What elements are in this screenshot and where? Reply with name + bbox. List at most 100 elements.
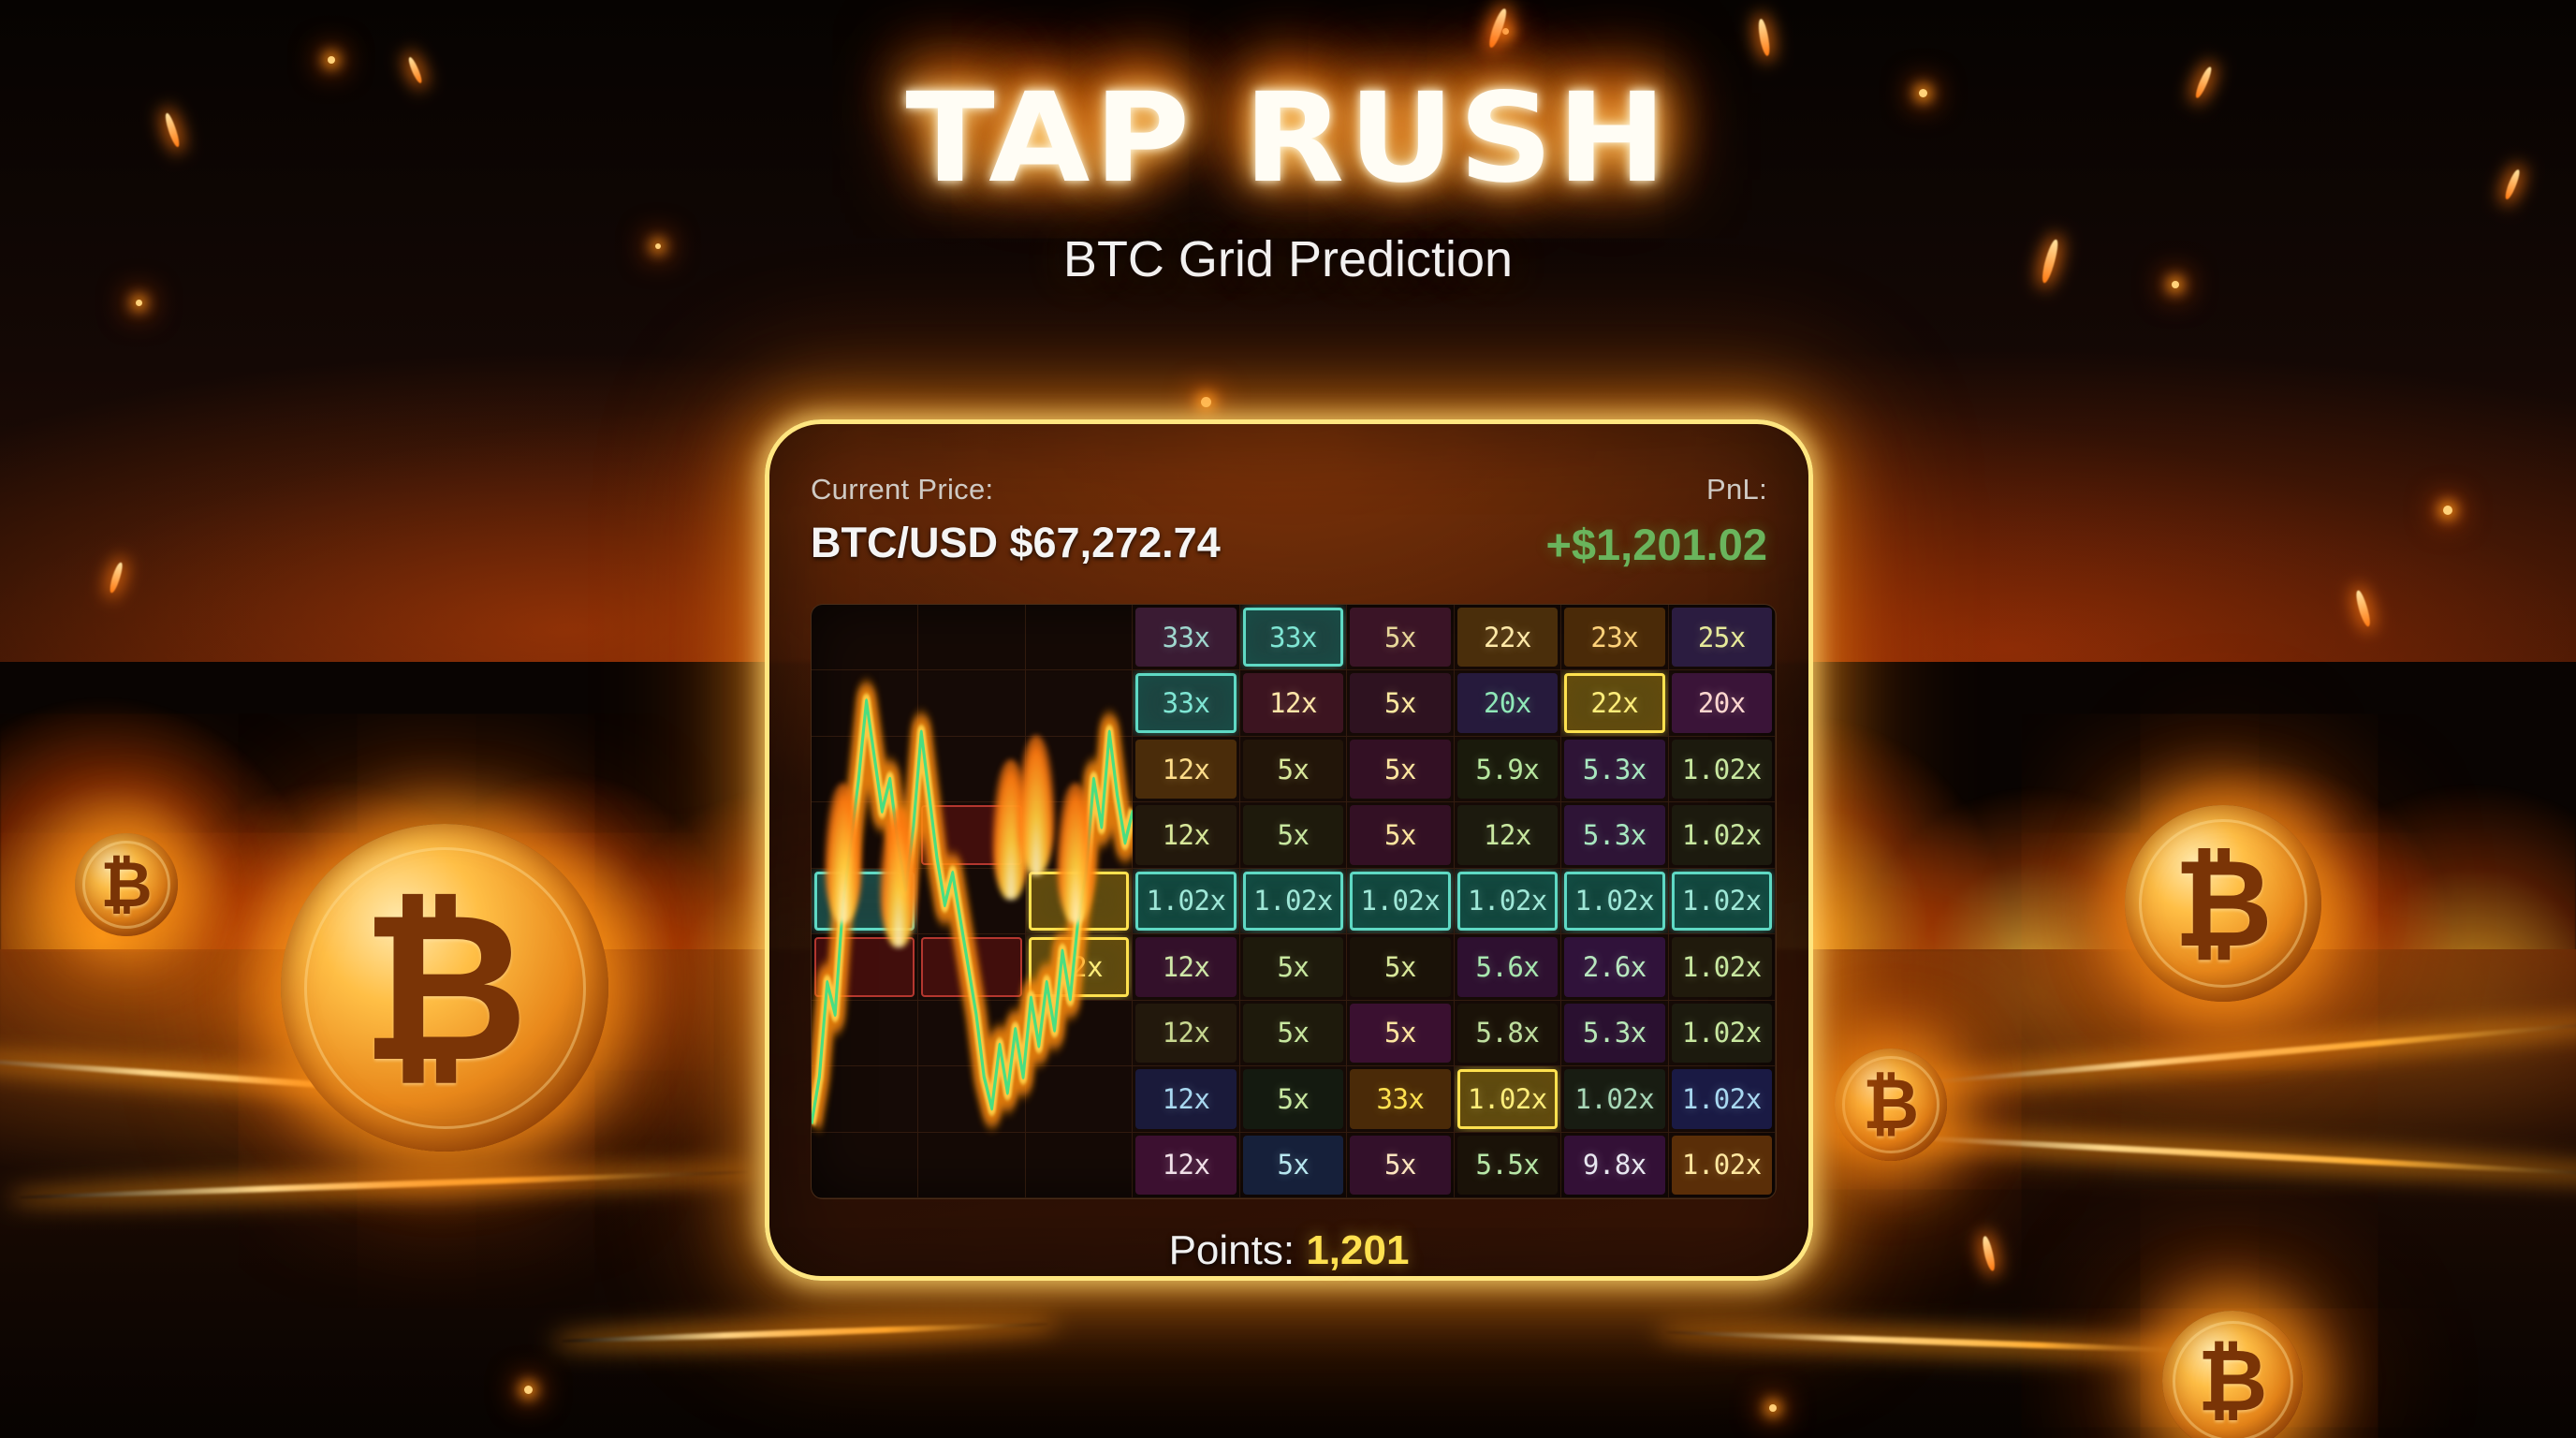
grid-cell[interactable]: 12x bbox=[1025, 934, 1134, 1001]
grid-cell[interactable] bbox=[918, 1132, 1026, 1198]
grid-cell[interactable]: 5x bbox=[1347, 1132, 1455, 1198]
grid-cell[interactable] bbox=[1025, 605, 1134, 671]
grid-cell[interactable]: 1.02x bbox=[1668, 1132, 1776, 1198]
grid-cell-fill bbox=[1029, 1004, 1129, 1063]
grid-cell[interactable]: 23x bbox=[1561, 605, 1669, 671]
grid-cell[interactable]: 25x bbox=[1668, 605, 1776, 671]
grid-cell[interactable]: 12x bbox=[1133, 1000, 1240, 1067]
grid-cell[interactable] bbox=[918, 868, 1026, 935]
grid-cell[interactable]: 5x bbox=[1347, 802, 1455, 869]
grid-cell[interactable]: 20x bbox=[1668, 670, 1776, 737]
grid-cell[interactable]: 5x bbox=[1239, 1000, 1348, 1067]
grid-cell[interactable] bbox=[812, 934, 919, 1001]
grid-cell[interactable] bbox=[812, 605, 919, 671]
grid-cell[interactable]: 5.5x bbox=[1454, 1132, 1562, 1198]
grid-cell[interactable]: 1.02x bbox=[1454, 868, 1562, 935]
grid-cell[interactable]: 1.02x bbox=[1561, 868, 1669, 935]
grid-cell[interactable]: 5.3x bbox=[1561, 802, 1669, 869]
grid-cell[interactable]: 33x bbox=[1133, 670, 1240, 737]
grid-cell[interactable] bbox=[918, 670, 1026, 737]
grid-cell[interactable]: 1.02x bbox=[1668, 736, 1776, 803]
grid-cell[interactable]: 1.02x bbox=[1454, 1066, 1562, 1133]
prediction-grid[interactable]: 33x 33x 5x 22x 23x 25x 33x 12x 5x 20x 22x 20x 12x 5x 5… bbox=[812, 605, 1776, 1198]
grid-cell-fill bbox=[921, 673, 1021, 732]
grid-cell[interactable] bbox=[918, 736, 1026, 803]
grid-cell[interactable] bbox=[812, 868, 919, 935]
grid-cell[interactable] bbox=[1025, 1000, 1134, 1067]
grid-cell[interactable]: 33x bbox=[1133, 605, 1240, 671]
grid-cell[interactable]: 5x bbox=[1239, 736, 1348, 803]
grid-cell[interactable]: 22x bbox=[1561, 670, 1669, 737]
grid-cell[interactable]: 12x bbox=[1239, 670, 1348, 737]
grid-cell[interactable] bbox=[812, 736, 919, 803]
grid-cell[interactable] bbox=[918, 802, 1026, 869]
prediction-grid-wrapper[interactable]: 33x 33x 5x 22x 23x 25x 33x 12x 5x 20x 22x 20x 12x 5x 5… bbox=[811, 604, 1777, 1199]
grid-cell[interactable]: 9.8x bbox=[1561, 1132, 1669, 1198]
grid-cell[interactable]: 12x bbox=[1133, 934, 1240, 1001]
grid-cell[interactable]: 5.6x bbox=[1454, 934, 1562, 1001]
grid-cell[interactable]: 5.3x bbox=[1561, 736, 1669, 803]
grid-cell[interactable] bbox=[918, 1066, 1026, 1133]
grid-cell[interactable]: 1.02x bbox=[1668, 1066, 1776, 1133]
grid-cell[interactable] bbox=[918, 1000, 1026, 1067]
grid-cell[interactable]: 12x bbox=[1454, 802, 1562, 869]
grid-cell[interactable]: 1.02x bbox=[1668, 1000, 1776, 1067]
grid-cell[interactable]: 33x bbox=[1239, 605, 1348, 671]
grid-cell[interactable] bbox=[812, 670, 919, 737]
grid-cell[interactable] bbox=[1025, 736, 1134, 803]
grid-cell[interactable] bbox=[1025, 868, 1134, 935]
grid-cell-fill bbox=[921, 937, 1022, 997]
grid-cell[interactable]: 1.02x bbox=[1668, 868, 1776, 935]
grid-cell[interactable] bbox=[1025, 1066, 1134, 1133]
grid-cell[interactable] bbox=[918, 934, 1026, 1001]
grid-cell[interactable] bbox=[1025, 1132, 1134, 1198]
grid-cell[interactable]: 5x bbox=[1347, 670, 1455, 737]
grid-cell-fill bbox=[1671, 937, 1772, 997]
grid-cell[interactable]: 5.8x bbox=[1454, 1000, 1562, 1067]
grid-cell[interactable]: 33x bbox=[1347, 1066, 1455, 1133]
grid-cell[interactable]: 5x bbox=[1347, 736, 1455, 803]
grid-cell-multiplier: 5.3x bbox=[1582, 753, 1647, 785]
bitcoin-symbol: ₿ bbox=[100, 849, 153, 920]
page-header: TAP RUSH BTC Grid Prediction bbox=[0, 77, 2576, 288]
card-footer: Points: 1,201 bbox=[811, 1227, 1767, 1274]
grid-cell-fill bbox=[1242, 1003, 1344, 1064]
grid-cell[interactable]: 12x bbox=[1133, 1132, 1240, 1198]
grid-cell-fill bbox=[1350, 937, 1451, 997]
grid-cell-fill bbox=[921, 1069, 1021, 1128]
grid-cell[interactable]: 5.3x bbox=[1561, 1000, 1669, 1067]
grid-cell[interactable] bbox=[1025, 670, 1134, 737]
grid-cell[interactable] bbox=[812, 1132, 919, 1198]
grid-cell[interactable] bbox=[1025, 802, 1134, 869]
grid-cell[interactable]: 22x bbox=[1454, 605, 1562, 671]
grid-cell[interactable] bbox=[812, 802, 919, 869]
grid-cell[interactable]: 12x bbox=[1133, 1066, 1240, 1133]
grid-cell[interactable]: 5x bbox=[1347, 1000, 1455, 1067]
grid-cell[interactable]: 1.02x bbox=[1133, 868, 1240, 935]
grid-cell[interactable]: 5x bbox=[1239, 934, 1348, 1001]
grid-cell[interactable]: 5.9x bbox=[1454, 736, 1562, 803]
grid-cell-fill bbox=[1456, 1003, 1559, 1064]
grid-cell[interactable]: 1.02x bbox=[1668, 802, 1776, 869]
grid-cell[interactable]: 1.02x bbox=[1561, 1066, 1669, 1133]
grid-cell[interactable] bbox=[918, 605, 1026, 671]
grid-cell[interactable]: 5x bbox=[1239, 1066, 1348, 1133]
grid-cell-fill bbox=[1135, 1003, 1237, 1064]
grid-cell-fill bbox=[1350, 673, 1451, 733]
grid-cell[interactable]: 1.02x bbox=[1239, 868, 1348, 935]
grid-cell[interactable]: 5x bbox=[1239, 1132, 1348, 1198]
grid-cell[interactable]: 1.02x bbox=[1347, 868, 1455, 935]
grid-cell[interactable]: 5x bbox=[1347, 605, 1455, 671]
grid-cell[interactable] bbox=[812, 1000, 919, 1067]
grid-cell[interactable]: 1.02x bbox=[1668, 934, 1776, 1001]
grid-cell[interactable]: 12x bbox=[1133, 736, 1240, 803]
grid-cell-fill bbox=[1242, 673, 1344, 733]
grid-cell[interactable]: 20x bbox=[1454, 670, 1562, 737]
grid-cell[interactable]: 12x bbox=[1133, 802, 1240, 869]
grid-cell[interactable]: 5x bbox=[1347, 934, 1455, 1001]
bitcoin-coin-small-left: ₿ bbox=[75, 833, 178, 936]
grid-cell[interactable] bbox=[812, 1066, 919, 1133]
pnl-label: PnL: bbox=[1706, 473, 1767, 506]
grid-cell[interactable]: 5x bbox=[1239, 802, 1348, 869]
grid-cell[interactable]: 2.6x bbox=[1561, 934, 1669, 1001]
